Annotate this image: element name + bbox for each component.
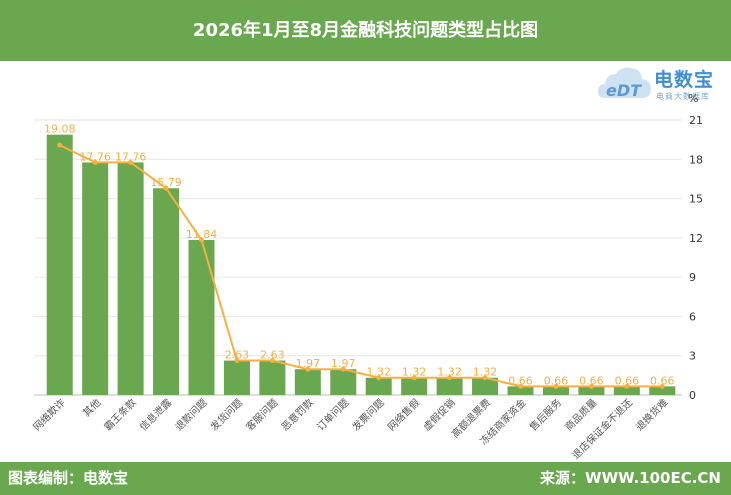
data-label: 1.32 (402, 366, 427, 379)
bar (223, 360, 250, 395)
x-tick-label: 商品质量 (562, 396, 599, 433)
y-axis-unit: % (688, 92, 699, 105)
line-point (447, 375, 453, 381)
chart-title: 2026年1月至8月金融科技问题类型占比图 (192, 20, 539, 41)
data-label: 0.66 (544, 374, 569, 387)
y-tick-label: 21 (689, 114, 703, 127)
x-tick-label: 客服问题 (243, 396, 280, 433)
data-label: 15.79 (150, 176, 182, 189)
x-tick-label: 售后服务 (527, 396, 564, 433)
data-label: 1.97 (331, 357, 356, 370)
line-point (482, 375, 488, 381)
data-label: 2.63 (225, 349, 250, 362)
x-tick-label: 退款问题 (172, 396, 209, 433)
data-label: 0.66 (508, 374, 533, 387)
data-label: 19.08 (44, 123, 76, 136)
y-tick-label: 0 (689, 389, 696, 402)
line-point (199, 237, 204, 243)
data-label: 0.66 (579, 374, 604, 387)
data-label: 1.32 (473, 366, 498, 379)
x-tick-label: 发票问题 (349, 396, 386, 433)
line-point (92, 159, 98, 165)
y-tick-label: 6 (689, 310, 696, 323)
y-tick-label: 3 (689, 350, 696, 363)
line-point (163, 185, 169, 191)
logo-brand-text: 电数宝 (654, 69, 715, 91)
cloud-logo-icon: eDT (598, 67, 651, 100)
logo-sub-text: 电商大数据库 (656, 92, 710, 101)
data-label: 1.97 (296, 357, 321, 370)
x-tick-label: 霸王条款 (101, 396, 138, 433)
bar (436, 377, 463, 395)
data-label: 2.63 (260, 349, 285, 362)
x-tick-label: 虚假促销 (420, 396, 457, 433)
bar (46, 134, 73, 395)
line-point (624, 383, 630, 389)
line-point (340, 366, 346, 372)
data-label: 0.66 (650, 374, 675, 387)
x-tick-label: 退店保证金不退还 (569, 396, 635, 462)
footer-compiler: 图表编制：电数宝 (8, 469, 129, 487)
bar (82, 162, 109, 395)
line-point (411, 375, 417, 381)
bar (294, 369, 321, 395)
line-point (553, 383, 559, 389)
svg-text:eDT: eDT (606, 81, 642, 100)
bar (649, 386, 676, 395)
chart-header: 2026年1月至8月金融科技问题类型占比图 (0, 0, 731, 61)
footer-source: 来源：WWW.100EC.CN (540, 469, 721, 487)
bar (578, 386, 605, 395)
bar (507, 386, 534, 395)
x-tick-label: 信息泄露 (137, 396, 174, 433)
x-tick-label: 恶意罚款 (278, 396, 315, 433)
y-tick-label: 9 (689, 271, 696, 284)
x-tick-label: 订单问题 (314, 396, 351, 433)
bar (365, 377, 392, 395)
bar (153, 188, 180, 395)
bar (259, 360, 286, 395)
line-point (128, 159, 134, 165)
bar (188, 239, 215, 395)
line-point (376, 375, 382, 381)
series-line (59, 144, 663, 388)
bar (542, 386, 569, 395)
y-tick-label: 15 (689, 193, 703, 206)
line-point (57, 142, 63, 148)
data-label: 17.76 (115, 150, 147, 163)
data-label: 11.84 (186, 228, 218, 241)
bar (401, 377, 428, 395)
line-point (269, 358, 275, 364)
line-point (234, 358, 240, 364)
bar (117, 162, 144, 395)
x-tick-label: 其他 (80, 396, 103, 419)
x-tick-label: 发货问题 (208, 396, 245, 433)
data-label: 17.76 (79, 150, 111, 163)
line-point (518, 383, 523, 389)
data-label: 1.32 (437, 366, 462, 379)
data-label: 1.32 (366, 366, 391, 379)
line-point (588, 383, 594, 389)
bar (472, 377, 499, 395)
x-tick-label: 退换货难 (633, 396, 670, 433)
bar (613, 386, 640, 395)
line-point (305, 366, 311, 372)
x-tick-label: 网络欺诈 (30, 396, 67, 433)
data-label: 0.66 (615, 374, 640, 387)
chart-footer: 图表编制：电数宝 来源：WWW.100EC.CN (0, 462, 731, 495)
line-point (659, 383, 665, 389)
brand-logo: eDT 电数宝 电商大数据库 (596, 60, 731, 106)
x-tick-label: 网络售假 (385, 396, 422, 433)
y-tick-label: 18 (689, 153, 703, 166)
y-tick-label: 12 (689, 232, 703, 245)
bar (330, 369, 357, 395)
